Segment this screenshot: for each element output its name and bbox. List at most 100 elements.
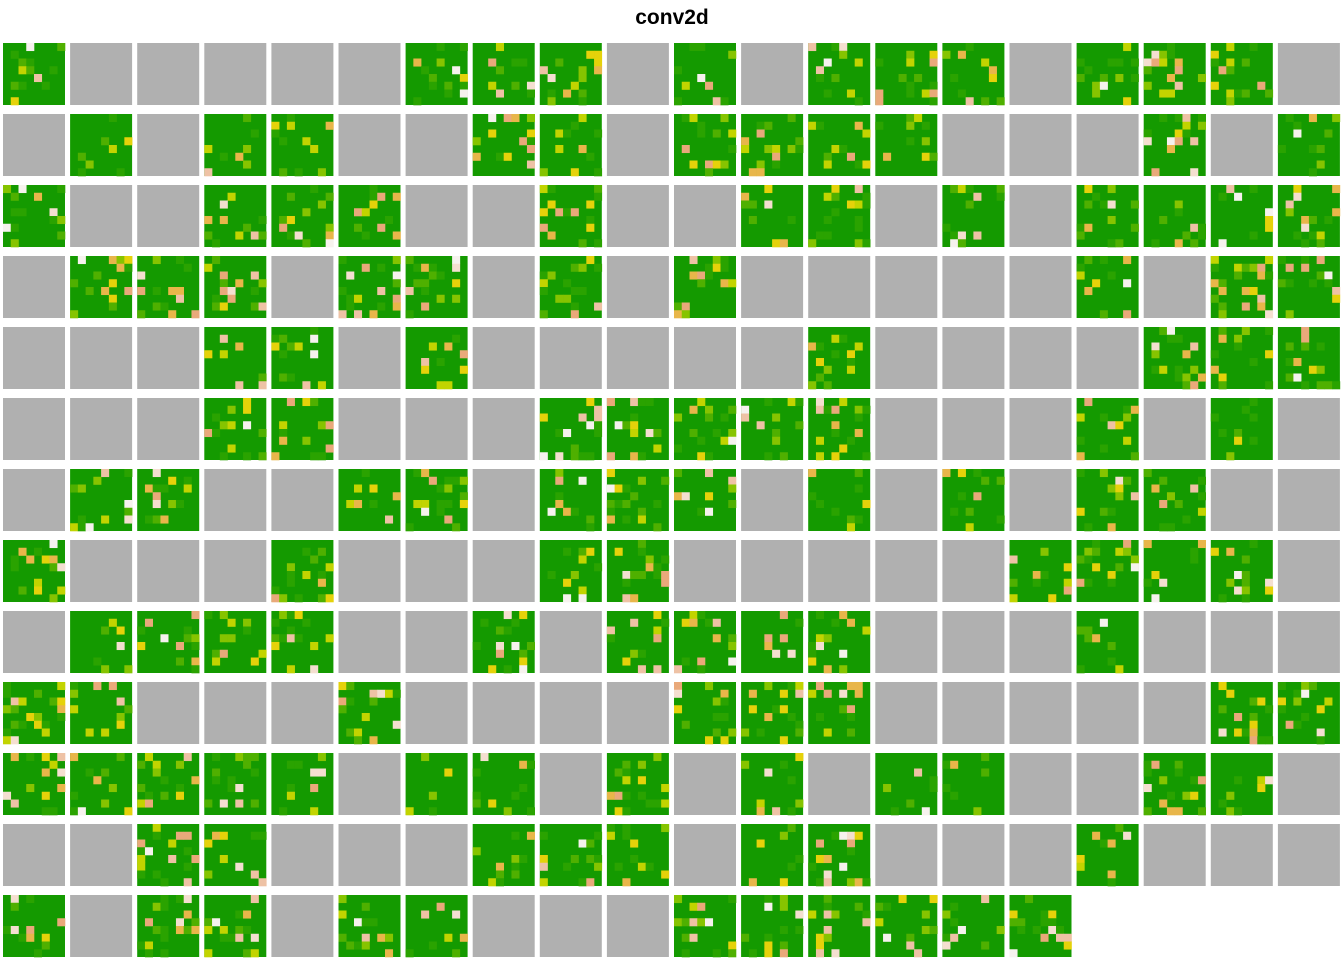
kernel-cell [697, 508, 705, 516]
kernel-cell [220, 279, 228, 287]
kernel-cell [1100, 256, 1108, 264]
kernel-cell [1301, 690, 1309, 698]
kernel-cell [117, 264, 125, 272]
kernel-cell [1115, 74, 1123, 82]
kernel-cell [160, 516, 168, 524]
filter-panel [1211, 185, 1273, 247]
kernel-cell [831, 335, 839, 343]
kernel-cell [630, 840, 638, 848]
kernel-cell [124, 516, 132, 524]
kernel-cell [914, 114, 922, 122]
kernel-cell [1242, 587, 1250, 595]
kernel-cell [184, 477, 192, 485]
kernel-cell [831, 74, 839, 82]
kernel-cell [370, 310, 378, 318]
kernel-cell [1198, 540, 1206, 548]
filter-panel [1077, 327, 1139, 389]
kernel-cell [124, 137, 132, 145]
kernel-cell [795, 800, 803, 808]
kernel-cell [1108, 523, 1116, 531]
kernel-cell [271, 594, 279, 602]
kernel-cell [235, 153, 243, 161]
kernel-cell [1175, 374, 1183, 382]
kernel-cell [607, 500, 615, 508]
kernel-cell [540, 832, 548, 840]
kernel-cell [816, 437, 824, 445]
kernel-cell [1301, 343, 1309, 351]
filter-panel [1077, 43, 1139, 105]
filter-panel [137, 611, 199, 673]
kernel-cell [997, 185, 1005, 193]
filter-panel [137, 43, 199, 105]
kernel-cell [57, 43, 65, 51]
inactive-panel [406, 540, 468, 602]
kernel-cell [824, 871, 832, 879]
kernel-cell [1077, 74, 1085, 82]
kernel-cell [1226, 807, 1234, 815]
filter-panel [473, 753, 535, 815]
kernel-cell [421, 279, 429, 287]
kernel-cell [586, 855, 594, 863]
kernel-cell [137, 942, 145, 950]
filter-panel [1010, 185, 1072, 247]
kernel-cell [540, 287, 548, 295]
kernel-cell [622, 769, 630, 777]
kernel-cell [251, 871, 259, 879]
kernel-cell [473, 769, 481, 777]
kernel-cell [855, 429, 863, 437]
kernel-cell [741, 193, 749, 201]
kernel-cell [705, 619, 713, 627]
filter-panel [1144, 753, 1206, 815]
inactive-panel [741, 256, 803, 318]
kernel-cell [586, 201, 594, 209]
filter-panel [674, 398, 736, 460]
kernel-cell [176, 500, 184, 508]
kernel-cell [413, 279, 421, 287]
inactive-panel [406, 398, 468, 460]
filter-panel [674, 540, 736, 602]
kernel-cell [705, 82, 713, 90]
kernel-cell [1301, 381, 1309, 389]
filter-panel [70, 611, 132, 673]
filter-panel [1077, 753, 1139, 815]
kernel-cell [1182, 516, 1190, 524]
kernel-cell [555, 208, 563, 216]
kernel-cell [741, 201, 749, 209]
kernel-cell [212, 776, 220, 784]
kernel-cell [1175, 769, 1183, 777]
filter-panel [473, 895, 535, 957]
filter-panel [204, 611, 266, 673]
kernel-cell [1301, 713, 1309, 721]
inactive-panel [942, 540, 1004, 602]
kernel-cell [1265, 705, 1273, 713]
kernel-cell [1131, 452, 1139, 460]
filter-panel [875, 753, 937, 815]
kernel-cell [594, 130, 602, 138]
filter-panel [406, 256, 468, 318]
kernel-cell [682, 82, 690, 90]
filter-panel [674, 185, 736, 247]
kernel-cell [160, 303, 168, 311]
kernel-cell [1144, 540, 1152, 548]
kernel-cell [548, 201, 556, 209]
kernel-cell [287, 579, 295, 587]
kernel-cell [1198, 807, 1206, 815]
kernel-cell [571, 208, 579, 216]
kernel-cell [287, 634, 295, 642]
kernel-cell [1131, 74, 1139, 82]
inactive-panel [137, 540, 199, 602]
kernel-cell [816, 500, 824, 508]
kernel-cell [57, 563, 65, 571]
kernel-cell [204, 926, 212, 934]
kernel-cell [862, 161, 870, 169]
kernel-cell [295, 168, 303, 176]
kernel-cell [519, 650, 527, 658]
kernel-cell [318, 168, 326, 176]
filter-panel [1077, 114, 1139, 176]
kernel-cell [563, 594, 571, 602]
kernel-cell [950, 239, 958, 247]
kernel-cell [1250, 185, 1258, 193]
kernel-cell [772, 161, 780, 169]
kernel-cell [1048, 926, 1056, 934]
